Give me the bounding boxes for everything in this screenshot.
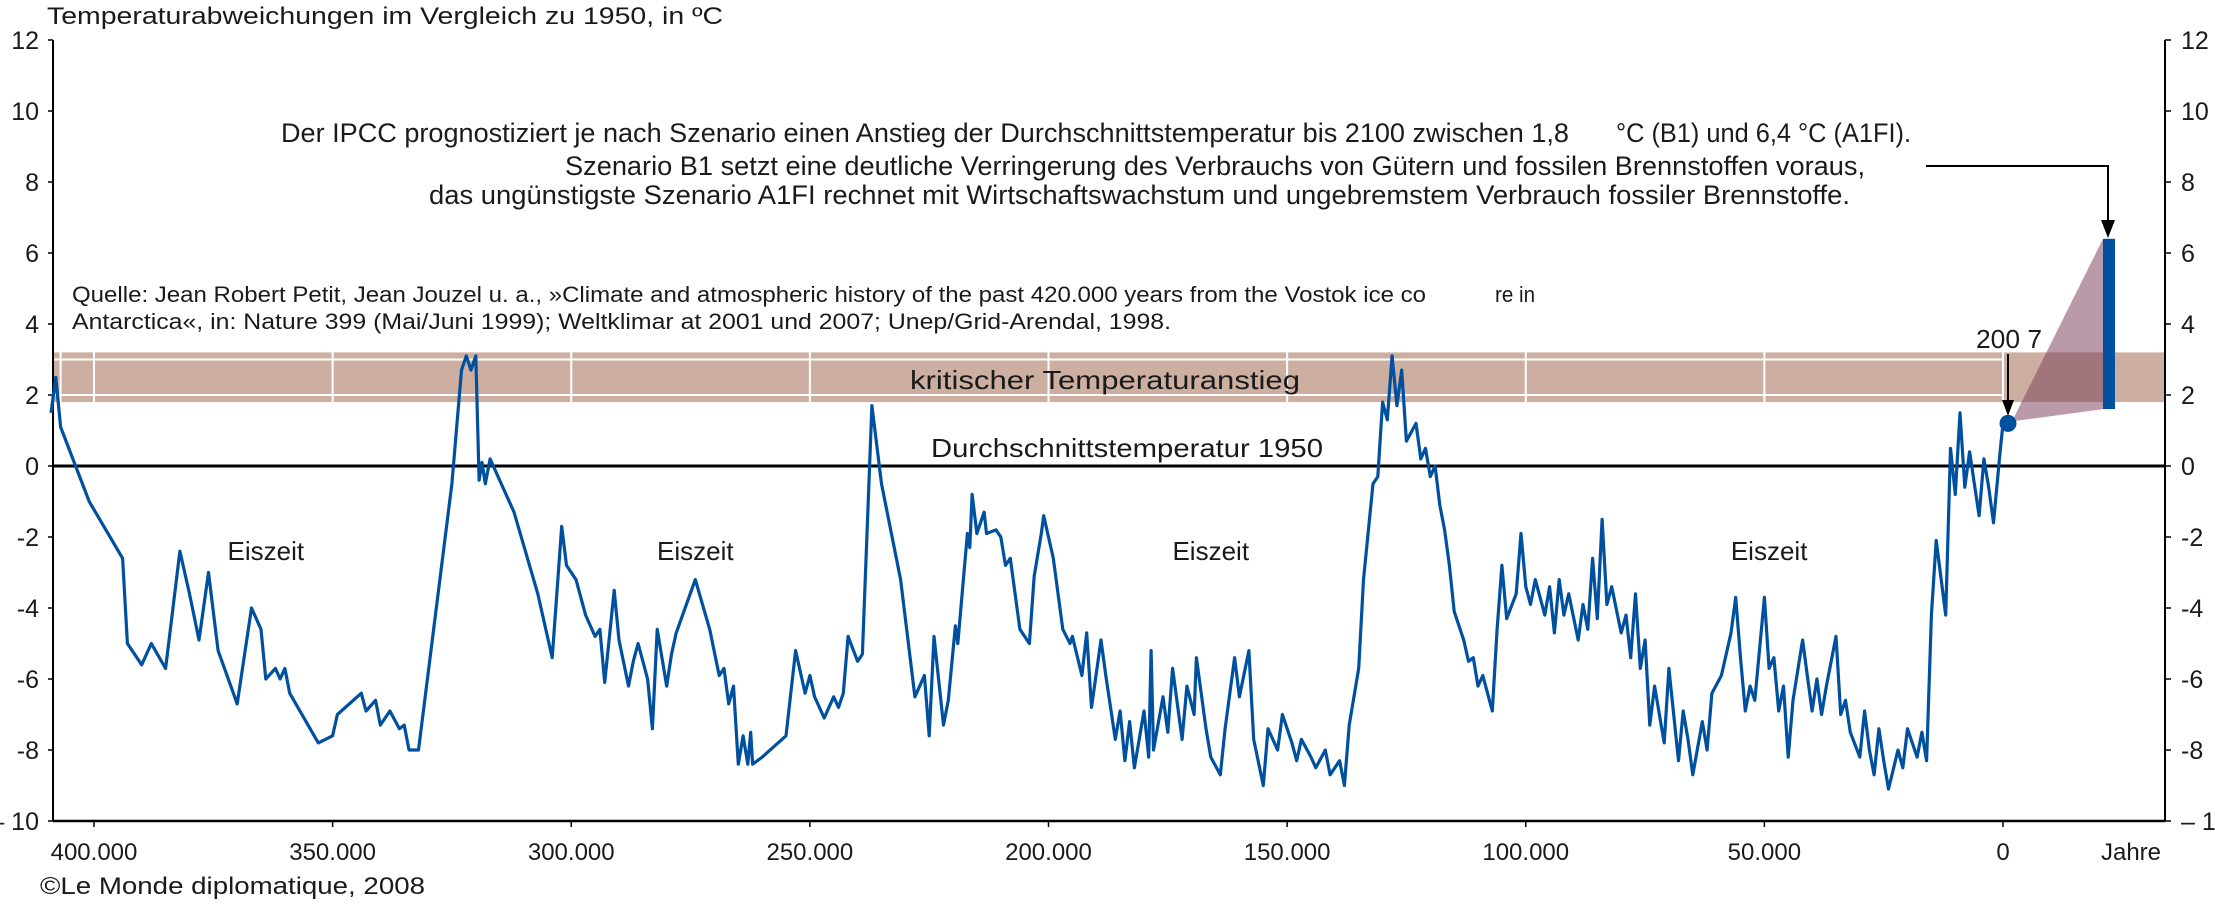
critical-band-fill: [53, 352, 2165, 403]
chart-title: Temperaturabweichungen im Vergleich zu 1…: [47, 3, 723, 30]
axes: – 10 – 10 -8 -8 -6 -6 -4 -4 -2 -2 0 0 2 2 4 4 6 6 8 8 10 10 12…: [0, 27, 2215, 866]
y-tick-label-right: -4: [2181, 595, 2203, 623]
y-tick-label-left: -8: [17, 737, 39, 765]
y-tick-label-right: 0: [2181, 453, 2195, 481]
y-tick-label-left: 8: [25, 169, 39, 197]
baseline-label: Durchschnittstemperatur 1950: [931, 433, 1323, 463]
y-tick-label-left: -2: [17, 524, 39, 552]
x-tick-label: 200.000: [1005, 839, 1092, 866]
y-tick-label-left: -6: [17, 666, 39, 694]
y-tick-label-left: -4: [17, 595, 39, 623]
ice-age-label: Eiszeit: [657, 536, 734, 566]
source-line-1a: Quelle: Jean Robert Petit, Jean Jouzel u…: [72, 282, 1426, 307]
y-tick-label-right: 6: [2181, 240, 2195, 268]
y-tick-label-right: -2: [2181, 524, 2203, 552]
ice-age-label: Eiszeit: [1731, 536, 1808, 566]
current-point-arrowhead-icon: [2002, 400, 2014, 416]
x-axis-label: Jahre: [2101, 839, 2161, 866]
current-point-label: 200 7: [1976, 324, 2042, 354]
annotation-arrowhead-icon: [2101, 220, 2115, 238]
annotation-line-1b: °C (B1) und 6,4 °C (A1FI).: [1616, 118, 1911, 148]
y-tick-label-right: -6: [2181, 666, 2203, 694]
y-tick-label-right: 2: [2181, 382, 2195, 410]
y-tick-label-left: 10: [11, 98, 39, 126]
annotation-line-1a: Der IPCC prognostiziert je nach Szenario…: [281, 118, 1569, 148]
y-tick-label-right: 10: [2181, 98, 2209, 126]
projection-bar: [2103, 238, 2115, 410]
y-tick-label-right: 4: [2181, 311, 2195, 339]
annotation-arrow-line: [1926, 165, 2109, 222]
y-tick-label-left: 2: [25, 382, 39, 410]
x-tick-label: 350.000: [289, 839, 376, 866]
y-tick-label-right: -8: [2181, 737, 2203, 765]
y-tick-label-left: – 10: [0, 808, 39, 836]
y-tick-label-left: 12: [11, 27, 39, 55]
annotation-line-2: Szenario B1 setzt eine deutliche Verring…: [565, 151, 1865, 181]
x-tick-label: 0: [1996, 839, 2009, 866]
critical-band-label: kritischer Temperaturanstieg: [910, 365, 1300, 395]
y-tick-label-right: – 10: [2181, 808, 2215, 836]
source-line-2: Antarctica«, in: Nature 399 (Mai/Juni 19…: [72, 309, 1171, 334]
x-tick-label: 300.000: [528, 839, 615, 866]
temperature-series-line: [49, 354, 2005, 791]
current-point-2007: [1999, 414, 2017, 432]
y-tick-label-right: 12: [2181, 27, 2209, 55]
ice-age-labels: Eiszeit Eiszeit Eiszeit Eiszeit: [228, 536, 1809, 566]
y-tick-label-left: 0: [25, 453, 39, 481]
x-tick-label: 400.000: [51, 839, 138, 866]
credit: ©Le Monde diplomatique, 2008: [40, 873, 425, 900]
ice-age-label: Eiszeit: [228, 536, 305, 566]
x-tick-label: 150.000: [1244, 839, 1331, 866]
annotation-line-3: das ungünstigste Szenario A1FI rechnet m…: [429, 180, 1850, 210]
x-tick-label: 100.000: [1482, 839, 1569, 866]
x-tick-label: 50.000: [1728, 839, 1801, 866]
y-tick-label-right: 8: [2181, 169, 2195, 197]
x-tick-label: 250.000: [766, 839, 853, 866]
source-line-1b: re in: [1495, 282, 1535, 307]
ice-age-label: Eiszeit: [1172, 536, 1249, 566]
y-tick-label-left: 6: [25, 240, 39, 268]
projection-fan: [2012, 238, 2103, 422]
y-tick-label-left: 4: [25, 311, 39, 339]
critical-temperature-band: [53, 352, 2165, 403]
